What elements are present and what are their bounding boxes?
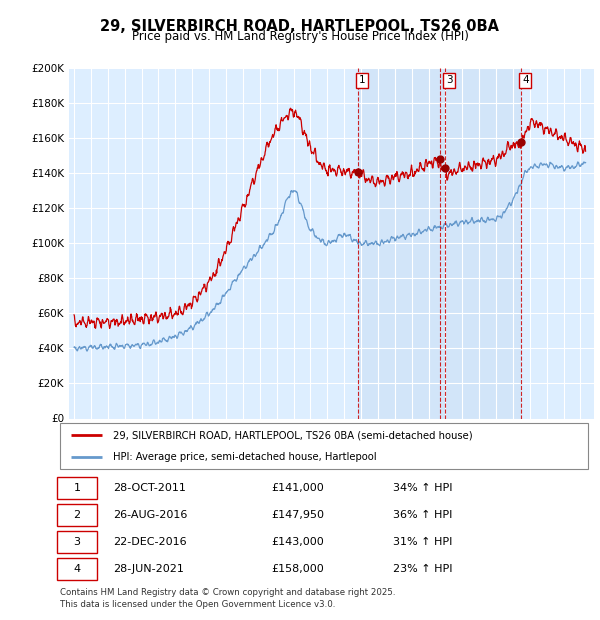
Text: 31% ↑ HPI: 31% ↑ HPI: [392, 537, 452, 547]
FancyBboxPatch shape: [58, 477, 97, 499]
Text: 3: 3: [74, 537, 80, 547]
FancyBboxPatch shape: [58, 558, 97, 580]
Text: 28-JUN-2021: 28-JUN-2021: [113, 564, 184, 574]
Text: 23% ↑ HPI: 23% ↑ HPI: [392, 564, 452, 574]
Text: This data is licensed under the Open Government Licence v3.0.: This data is licensed under the Open Gov…: [60, 600, 335, 609]
Text: 29, SILVERBIRCH ROAD, HARTLEPOOL, TS26 0BA: 29, SILVERBIRCH ROAD, HARTLEPOOL, TS26 0…: [101, 19, 499, 33]
Text: £147,950: £147,950: [271, 510, 324, 520]
Text: £143,000: £143,000: [271, 537, 324, 547]
FancyBboxPatch shape: [58, 503, 97, 526]
Text: 29, SILVERBIRCH ROAD, HARTLEPOOL, TS26 0BA (semi-detached house): 29, SILVERBIRCH ROAD, HARTLEPOOL, TS26 0…: [113, 430, 472, 440]
Text: 4: 4: [74, 564, 81, 574]
Text: 2: 2: [74, 510, 81, 520]
Bar: [358, 68, 521, 418]
Text: 1: 1: [359, 75, 365, 85]
Text: 4: 4: [522, 75, 529, 85]
FancyBboxPatch shape: [60, 423, 588, 469]
Text: £158,000: £158,000: [271, 564, 324, 574]
Text: £141,000: £141,000: [271, 483, 324, 493]
Text: 3: 3: [446, 75, 452, 85]
Text: Contains HM Land Registry data © Crown copyright and database right 2025.: Contains HM Land Registry data © Crown c…: [60, 588, 395, 597]
Text: HPI: Average price, semi-detached house, Hartlepool: HPI: Average price, semi-detached house,…: [113, 452, 376, 462]
Text: 36% ↑ HPI: 36% ↑ HPI: [392, 510, 452, 520]
Text: 34% ↑ HPI: 34% ↑ HPI: [392, 483, 452, 493]
Text: Price paid vs. HM Land Registry's House Price Index (HPI): Price paid vs. HM Land Registry's House …: [131, 30, 469, 43]
Text: 28-OCT-2011: 28-OCT-2011: [113, 483, 185, 493]
Text: 26-AUG-2016: 26-AUG-2016: [113, 510, 187, 520]
Text: 22-DEC-2016: 22-DEC-2016: [113, 537, 187, 547]
FancyBboxPatch shape: [58, 531, 97, 554]
Text: 1: 1: [74, 483, 80, 493]
